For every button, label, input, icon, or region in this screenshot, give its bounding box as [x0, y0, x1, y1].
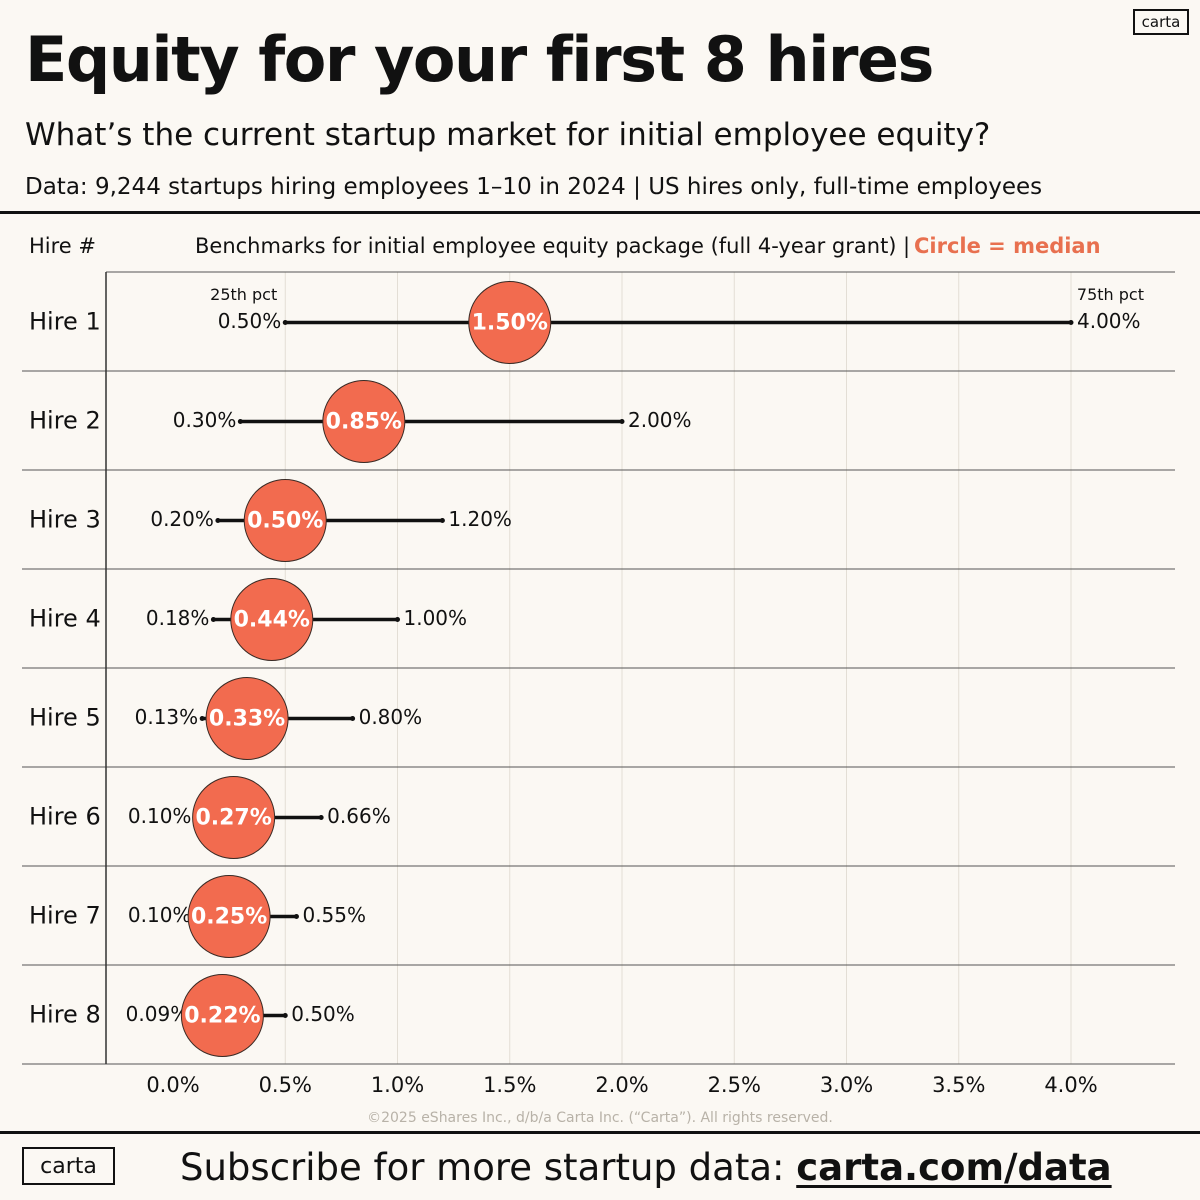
p25-marker	[199, 716, 205, 721]
legend-median: Circle = median	[914, 234, 1101, 258]
median-circle	[192, 776, 276, 859]
p25-value-label: 0.09%	[126, 1002, 190, 1026]
x-tick-label: 3.0%	[820, 1073, 873, 1097]
hire-label: Hire 1	[29, 308, 101, 336]
p75-value-label: 1.00%	[404, 606, 468, 630]
x-tick-label: 1.5%	[483, 1073, 536, 1097]
p75-value-label: 0.55%	[302, 903, 366, 927]
p75-marker	[318, 815, 324, 820]
median-value-label: 0.22%	[184, 1004, 260, 1029]
median-value-label: 0.85%	[326, 410, 402, 435]
median-value-label: 0.25%	[191, 905, 267, 930]
median-circle	[230, 578, 314, 661]
median-circle	[187, 875, 271, 958]
page-title: Equity for your first 8 hires	[25, 23, 934, 96]
x-tick-label: 2.0%	[595, 1073, 648, 1097]
carta-data-link[interactable]: carta.com/data	[796, 1146, 1112, 1189]
median-value-label: 1.50%	[472, 311, 548, 336]
p75-value-label: 2.00%	[628, 408, 692, 432]
hire-label: Hire 2	[29, 407, 101, 435]
median-value-label: 0.44%	[234, 608, 310, 633]
footer-cta: Subscribe for more startup data: carta.c…	[180, 1142, 1112, 1194]
row-header: Hire #	[29, 234, 96, 258]
p75-marker	[619, 419, 625, 424]
data-note: Data: 9,244 startups hiring employees 1–…	[25, 174, 1043, 200]
p25-marker	[237, 419, 243, 424]
p25-value-label: 0.18%	[146, 606, 210, 630]
x-tick-label: 0.5%	[259, 1073, 312, 1097]
hire-label: Hire 8	[29, 1001, 101, 1029]
hire-label: Hire 3	[29, 506, 101, 534]
p25-marker	[210, 617, 216, 622]
hire-label: Hire 7	[29, 902, 101, 930]
carta-logo: carta	[1133, 9, 1189, 35]
hire-label: Hire 4	[29, 605, 101, 633]
median-circle	[243, 479, 327, 562]
p25-marker	[215, 518, 221, 523]
p25-value-label: 0.10%	[128, 804, 192, 828]
hire-label: Hire 6	[29, 803, 101, 831]
p75-marker	[1068, 320, 1074, 325]
p75-marker	[395, 617, 400, 622]
p75-caption: 75th pct	[1077, 285, 1144, 304]
carta-footer-logo: carta	[22, 1147, 115, 1185]
page-subtitle: What’s the current startup market for in…	[25, 117, 991, 153]
median-circle	[205, 677, 289, 760]
median-circle	[180, 974, 264, 1057]
p25-value-label: 0.50%	[218, 309, 282, 333]
x-tick-label: 3.5%	[932, 1073, 985, 1097]
header-divider	[0, 211, 1200, 214]
copyright-notice: ©2025 eShares Inc., d/b/a Carta Inc. (“C…	[367, 1110, 833, 1126]
x-tick-label: 4.0%	[1044, 1073, 1097, 1097]
x-tick-label: 2.5%	[708, 1073, 761, 1097]
p75-value-label: 1.20%	[448, 507, 512, 531]
x-tick-label: 0.0%	[146, 1073, 199, 1097]
range-dot-chart: Hire # Benchmarks for initial employee eq…	[22, 234, 1175, 1126]
column-header: Benchmarks for initial employee equity p…	[195, 234, 897, 258]
p25-value-label: 0.13%	[135, 705, 199, 729]
p75-value-label: 4.00%	[1077, 309, 1141, 333]
p75-marker	[439, 518, 445, 523]
p25-marker	[282, 320, 288, 325]
median-value-label: 0.27%	[195, 806, 271, 831]
hire-label: Hire 5	[29, 704, 101, 732]
median-value-label: 0.33%	[209, 707, 285, 732]
p75-marker	[282, 1013, 288, 1018]
footer-text: Subscribe for more startup data:	[180, 1146, 797, 1189]
p25-value-label: 0.30%	[173, 408, 237, 432]
median-circle	[322, 380, 406, 463]
p25-value-label: 0.20%	[150, 507, 214, 531]
median-value-label: 0.50%	[247, 509, 323, 534]
p75-marker	[350, 716, 356, 721]
legend-separator: |	[903, 234, 910, 259]
p75-value-label: 0.66%	[327, 804, 391, 828]
x-tick-label: 1.0%	[371, 1073, 424, 1097]
median-circle	[468, 281, 552, 364]
p75-value-label: 0.50%	[291, 1002, 355, 1026]
footer-divider	[0, 1131, 1200, 1134]
p25-caption: 25th pct	[210, 285, 277, 304]
p75-value-label: 0.80%	[359, 705, 423, 729]
p75-marker	[293, 914, 299, 919]
p25-value-label: 0.10%	[128, 903, 192, 927]
